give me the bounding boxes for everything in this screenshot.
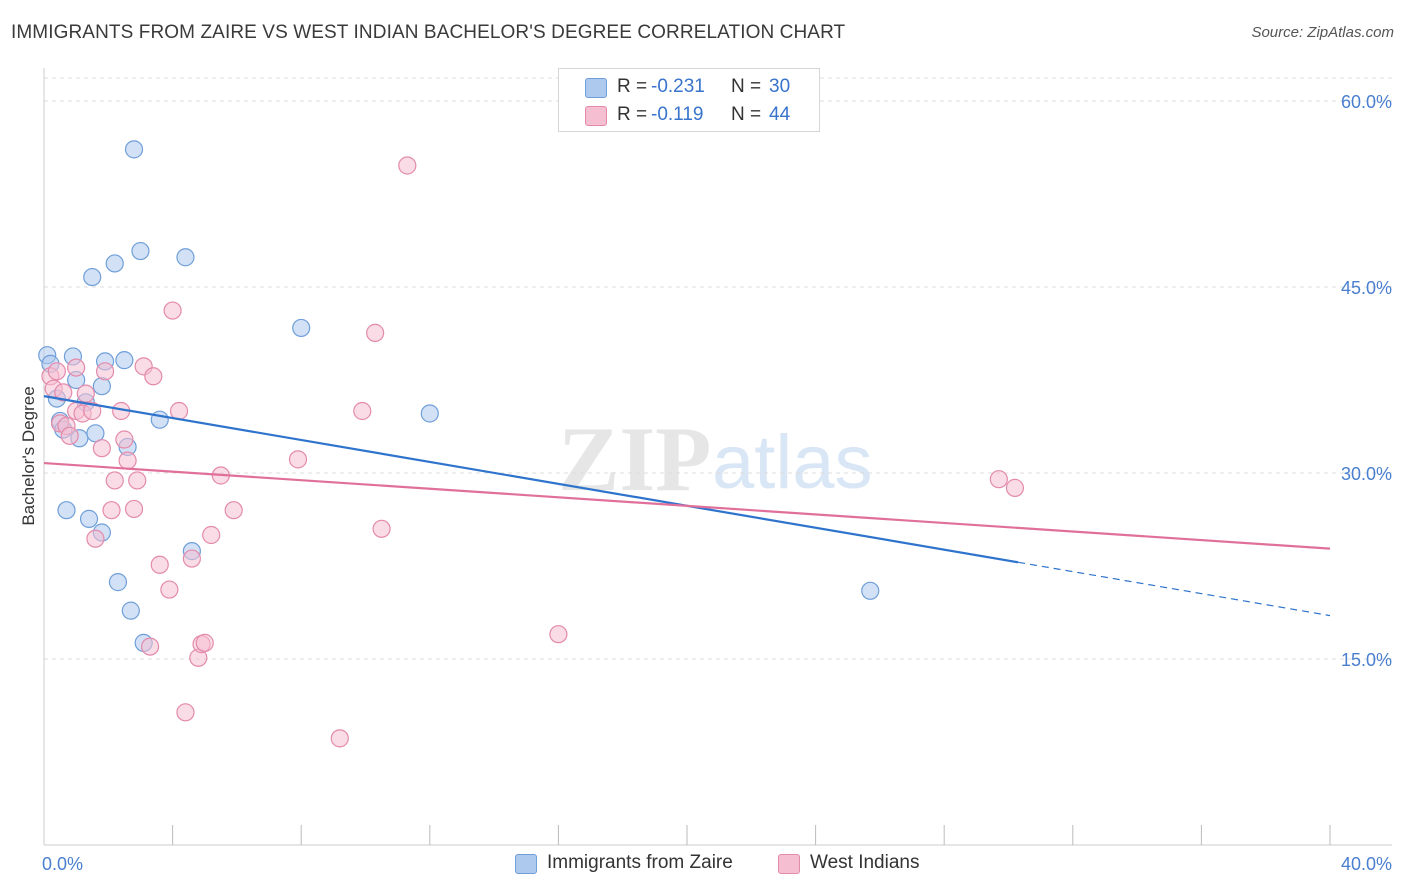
zaire-point (420, 404, 439, 423)
west-indians-point (54, 383, 73, 402)
west-indians-point (224, 501, 243, 520)
west-indians-point (176, 703, 195, 722)
west-indians-point (67, 358, 86, 377)
west-indians-legend-swatch (778, 854, 800, 874)
west-indians-trend-line (43, 461, 1331, 550)
west-indians-point (115, 430, 134, 449)
west-indians-point (86, 529, 105, 548)
source-label: Source: ZipAtlas.com (1251, 24, 1394, 41)
y-tick-label: 45.0% (1341, 278, 1392, 298)
west-indians-point (288, 450, 308, 469)
west-indians-point (989, 470, 1008, 489)
zaire-point (92, 377, 111, 396)
west-indians-point (95, 362, 115, 381)
west-indians-point (105, 471, 124, 490)
west-indians-point (118, 451, 137, 470)
west-indians-point (182, 549, 201, 568)
r-value-west-indians: -0.119 (651, 104, 704, 125)
zaire-point (108, 573, 128, 592)
zaire-point (861, 581, 880, 600)
zaire-point (83, 267, 102, 287)
legend-label-zaire: Immigrants from Zaire (547, 852, 733, 873)
west-indians-point (549, 625, 568, 644)
west-indians-point (1005, 478, 1025, 497)
zaire-point (57, 501, 76, 520)
grid-lines (44, 77, 1392, 660)
legend-label-west-indians: West Indians (810, 852, 920, 873)
zaire-point (105, 254, 124, 273)
west-indians-point (160, 580, 179, 599)
west-indians-point (150, 555, 169, 574)
watermark-zip: ZIP (558, 408, 711, 510)
zaire-trend-line (43, 395, 1019, 564)
r-value-zaire: -0.231 (651, 76, 705, 97)
west-indians-point (398, 156, 417, 175)
r-label: R = (617, 104, 648, 125)
zaire-point (292, 318, 311, 338)
zaire-point (124, 140, 144, 159)
y-tick-label: 30.0% (1341, 464, 1392, 484)
west-indians-point (124, 499, 144, 519)
west-indians-point (144, 367, 163, 386)
zaire-point (150, 410, 169, 429)
x-tick-label-min: 0.0% (42, 854, 83, 874)
west-indians-point (140, 637, 160, 656)
west-indians-point (195, 633, 214, 652)
series-legend: Immigrants from Zaire West Indians (0, 851, 1406, 879)
stats-legend-row-west-indians: R = -0.119 N = 44 (559, 101, 819, 129)
west-indians-point (128, 471, 147, 490)
west-indians-point (47, 362, 66, 381)
west-indians-point (202, 525, 221, 545)
watermark-atlas: atlas (712, 420, 873, 505)
west-indians-point (330, 729, 349, 748)
west-indians-point (163, 301, 182, 320)
tick-labels: 15.0% 30.0% 45.0% 60.0% 0.0% 40.0% (42, 92, 1392, 874)
west-indians-point (353, 401, 372, 421)
y-tick-label: 60.0% (1341, 92, 1392, 112)
zaire-point (176, 248, 195, 267)
zaire-point (115, 351, 134, 370)
zaire-trend-extension (1018, 561, 1331, 617)
west-indians-point (83, 401, 102, 421)
zaire-point (131, 241, 150, 261)
watermark: ZIP atlas (558, 408, 873, 510)
n-value-west-indians: 44 (769, 104, 791, 125)
stats-legend-row-zaire: R = -0.231 N = 30 (559, 73, 819, 101)
n-label: N = (731, 104, 762, 125)
west-indians-point (372, 519, 391, 538)
trend-lines (43, 395, 1331, 617)
data-points (38, 140, 1025, 748)
zaire-point (121, 601, 140, 620)
zaire-point (79, 509, 99, 528)
x-tick-label-max: 40.0% (1341, 854, 1392, 874)
west-indians-point (76, 384, 95, 403)
west-indians-point (102, 501, 121, 520)
west-indians-point (60, 426, 79, 445)
west-indians-swatch (585, 106, 607, 126)
r-label: R = (617, 76, 648, 97)
west-indians-point (366, 323, 385, 342)
n-value-zaire: 30 (769, 76, 791, 97)
zaire-legend-swatch (515, 854, 537, 874)
west-indians-point (169, 401, 189, 421)
west-indians-point (92, 439, 111, 458)
n-label: N = (731, 76, 762, 97)
y-axis-label: Bachelor's Degree (19, 386, 38, 525)
y-tick-label: 15.0% (1341, 650, 1392, 670)
stats-legend: R = -0.231 N = 30 R = -0.119 N = 44 (558, 68, 820, 132)
axes (43, 68, 1392, 846)
zaire-swatch (585, 78, 607, 98)
chart-title: IMMIGRANTS FROM ZAIRE VS WEST INDIAN BAC… (11, 22, 846, 43)
